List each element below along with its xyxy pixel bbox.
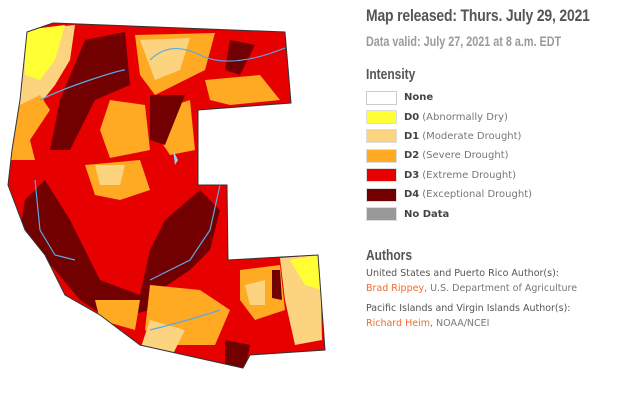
legend-swatch <box>366 168 397 183</box>
us-author-link[interactable]: Brad Rippey <box>366 283 425 294</box>
d4-area <box>225 40 255 75</box>
d2-area <box>100 100 150 158</box>
d4-area <box>272 270 282 300</box>
legend-item: D3 (Extreme Drought) <box>366 166 532 185</box>
d2-area <box>205 75 280 105</box>
d1-area <box>95 165 125 185</box>
legend-item: D0 (Abnormally Dry) <box>366 107 532 126</box>
data-valid-subtitle: Data valid: July 27, 2021 at 8 a.m. EDT <box>366 34 562 49</box>
authors-heading: Authors <box>366 247 412 264</box>
pi-author-link[interactable]: Richard Heim <box>366 318 430 329</box>
d0-area <box>25 25 65 80</box>
legend-item: D2 (Severe Drought) <box>366 146 532 165</box>
legend-swatch <box>366 110 397 125</box>
pi-authors-label: Pacific Islands and Virgin Islands Autho… <box>366 303 571 314</box>
legend-swatch <box>366 129 397 144</box>
legend-code: D4 <box>404 189 420 201</box>
pi-author: Richard Heim, NOAA/NCEI <box>366 318 489 329</box>
d2-area <box>10 95 50 160</box>
legend-desc: (Exceptional Drought) <box>422 189 533 201</box>
intensity-heading: Intensity <box>366 66 416 83</box>
legend-swatch <box>366 90 397 105</box>
legend-desc: (Severe Drought) <box>422 150 509 162</box>
d4-area <box>225 340 250 368</box>
d2-area <box>95 300 140 330</box>
legend-swatch <box>366 148 397 163</box>
d4-area <box>150 95 185 145</box>
d1-area <box>245 280 265 305</box>
map-release-title: Map released: Thurs. July 29, 2021 <box>366 6 590 25</box>
legend-desc: (Abnormally Dry) <box>422 111 508 123</box>
intensity-legend: None D0 (Abnormally Dry) D1 (Moderate Drough… <box>366 88 532 224</box>
legend-item: D1 (Moderate Drought) <box>366 127 532 146</box>
legend-code: D0 <box>404 111 420 123</box>
legend-code: D3 <box>404 169 420 181</box>
great-salt-lake <box>173 150 178 165</box>
legend-code: D2 <box>404 150 420 162</box>
legend-code: D1 <box>404 130 420 142</box>
pi-author-org: , NOAA/NCEI <box>429 318 490 329</box>
legend-code: None <box>404 92 434 104</box>
us-author-org: , U.S. Department of Agriculture <box>424 283 578 294</box>
us-authors-label: United States and Puerto Rico Author(s): <box>366 268 559 279</box>
legend-item: No Data <box>366 204 532 223</box>
legend-swatch <box>366 207 397 222</box>
rivers <box>34 47 286 331</box>
d4-area <box>20 180 220 320</box>
us-author: Brad Rippey, U.S. Department of Agricult… <box>366 283 577 294</box>
legend-code: No Data <box>404 208 450 220</box>
legend-item: D4 (Exceptional Drought) <box>366 185 532 204</box>
drought-map <box>7 22 326 369</box>
legend-swatch <box>366 187 397 202</box>
legend-desc: (Moderate Drought) <box>422 130 522 142</box>
d4-area <box>50 32 130 150</box>
d0-area <box>290 255 322 290</box>
legend-desc: (Extreme Drought) <box>422 169 516 181</box>
legend-item: None <box>366 88 532 107</box>
